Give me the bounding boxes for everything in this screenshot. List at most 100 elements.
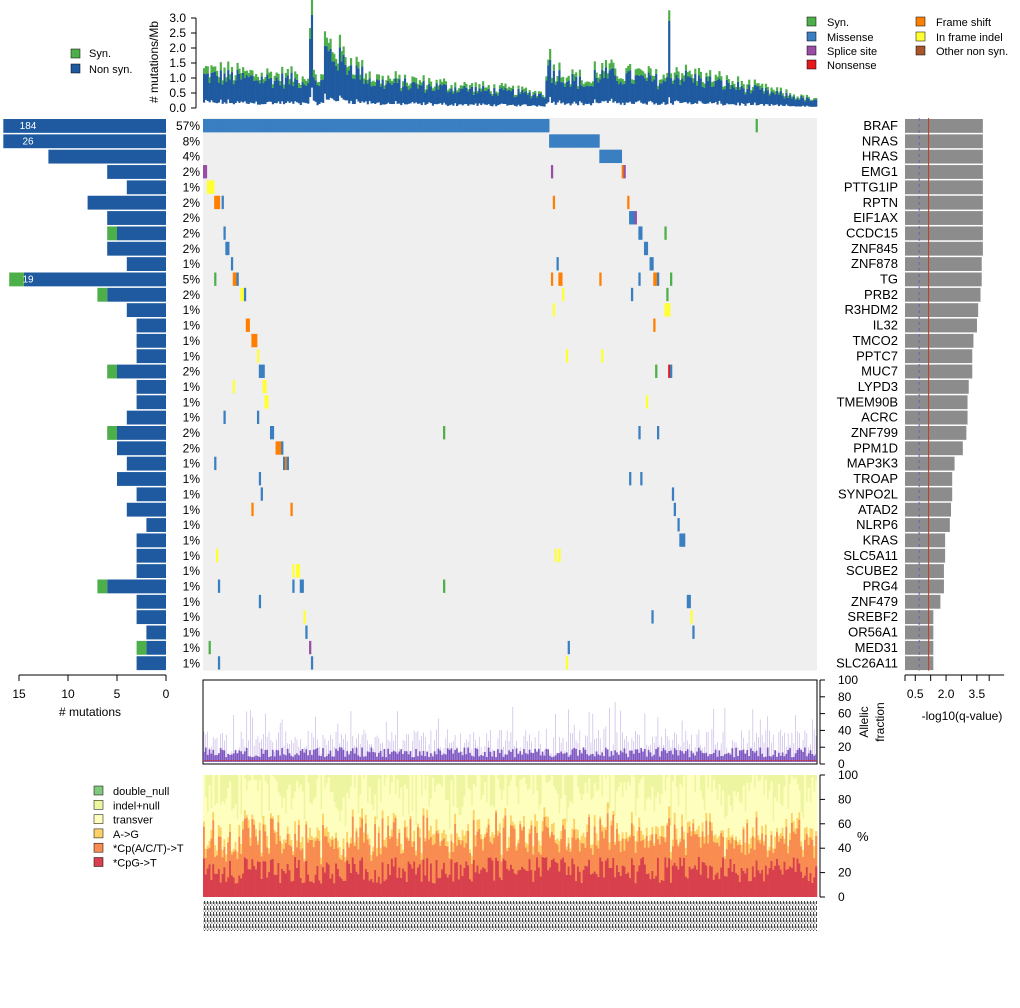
- spectrum-segment: [560, 798, 563, 831]
- spectrum-segment: [348, 843, 351, 848]
- mutation-cell: [558, 548, 561, 563]
- tmb-bar-syn: [671, 80, 675, 84]
- spectrum-segment: [750, 837, 753, 849]
- qvalue-bar: [905, 518, 950, 532]
- spectrum-segment: [718, 846, 721, 880]
- spectrum-segment: [686, 775, 689, 822]
- qvalue-axis-label: -log10(q-value): [922, 709, 1003, 723]
- spectrum-segment: [441, 869, 444, 897]
- spectrum-segment: [593, 815, 596, 827]
- spectrum-segment: [483, 837, 487, 869]
- spectrum-segment: [510, 825, 513, 865]
- tmb-tick-label: 1.5: [169, 56, 186, 70]
- spectrum-segment: [800, 846, 803, 872]
- spectrum-segment: [363, 778, 366, 833]
- tmb-bar-nonsyn: [363, 83, 366, 103]
- spectrum-segment: [243, 778, 247, 810]
- mutation-cell: [632, 211, 636, 225]
- tmb-bar-syn: [630, 79, 634, 84]
- tmb-bar-nonsyn: [718, 78, 721, 101]
- mutation-cell: [305, 119, 308, 133]
- spectrum-segment: [673, 775, 676, 813]
- tmb-bar-nonsyn: [416, 88, 420, 104]
- tmb-bar-nonsyn: [262, 83, 265, 105]
- mutation-cell: [467, 119, 470, 133]
- spectrum-segment: [511, 825, 515, 869]
- spectrum-segment: [575, 880, 578, 897]
- spectrum-segment: [456, 807, 459, 834]
- spectrum-segment: [428, 806, 431, 831]
- mutation-cell: [634, 211, 637, 225]
- tmb-bar-nonsyn: [729, 88, 732, 105]
- spectrum-segment: [279, 796, 282, 836]
- tmb-bar-nonsyn: [346, 74, 349, 101]
- spectrum-segment: [396, 845, 399, 878]
- tmb-bar-syn: [258, 80, 261, 84]
- spectrum-segment: [627, 872, 630, 897]
- tmb-bar-nonsyn: [216, 75, 219, 104]
- tmb-bar-nonsyn: [530, 98, 533, 106]
- tmb-bar-syn: [534, 90, 537, 94]
- mutation-cell: [547, 119, 550, 133]
- spectrum-segment: [212, 820, 215, 865]
- tmb-bar-nonsyn: [498, 88, 501, 105]
- spectrum-segment: [253, 865, 256, 897]
- tmb-bar-nonsyn: [735, 89, 738, 106]
- tmb-bar-syn: [629, 64, 632, 71]
- spectrum-segment: [472, 860, 475, 897]
- spectrum-segment: [407, 814, 410, 839]
- spectrum-segment: [443, 862, 446, 897]
- mutation-cell: [420, 119, 423, 133]
- spectrum-segment: [312, 838, 315, 848]
- mutation-cell: [683, 533, 686, 547]
- spectrum-segment: [524, 870, 528, 897]
- mutation-cell: [601, 349, 604, 363]
- mutation-cell: [595, 134, 598, 148]
- spectrum-segment: [346, 792, 349, 832]
- tmb-bar-syn: [253, 76, 256, 81]
- tmb-bar-syn: [422, 75, 425, 81]
- tmb-bar-syn: [537, 91, 541, 94]
- mutation-cell: [567, 640, 570, 655]
- spectrum-segment: [774, 836, 777, 849]
- spectrum-segment: [403, 820, 407, 828]
- spectrum-legend-label: *CpG->T: [113, 858, 157, 870]
- spectrum-segment: [580, 842, 583, 883]
- mutation-cell: [251, 333, 254, 348]
- tmb-bar-nonsyn: [603, 77, 606, 102]
- tmb-bar-nonsyn: [204, 74, 208, 100]
- spectrum-segment: [696, 869, 699, 897]
- spectrum-segment: [480, 834, 483, 840]
- spectrum-segment: [777, 865, 781, 897]
- spectrum-segment: [413, 830, 416, 842]
- spectrum-segment: [463, 835, 466, 848]
- af-tick-label: 40: [838, 723, 852, 737]
- spectrum-segment: [746, 819, 749, 824]
- spectrum-segment: [379, 847, 382, 855]
- gene-percent: 57%: [176, 119, 200, 133]
- mutation-cell: [454, 119, 457, 133]
- tmb-bar-syn: [374, 81, 377, 86]
- tmb-bar-syn: [781, 93, 784, 96]
- tmb-bar-syn: [299, 84, 302, 88]
- spectrum-segment: [335, 837, 338, 864]
- spectrum-segment: [521, 866, 524, 897]
- spectrum-segment: [312, 799, 315, 839]
- tmb-bar-syn: [496, 92, 500, 96]
- spectrum-segment: [537, 867, 541, 897]
- spectrum-segment: [523, 777, 526, 816]
- mutation-cell: [348, 119, 351, 133]
- tmb-bar-syn: [653, 75, 656, 80]
- spectrum-segment: [772, 852, 775, 870]
- tmb-bar-nonsyn: [253, 80, 256, 104]
- spectrum-segment: [736, 842, 740, 846]
- spectrum-segment: [483, 834, 487, 838]
- tmb-bar-nonsyn: [323, 45, 327, 94]
- spectrum-segment: [273, 874, 276, 897]
- spectrum-segment: [314, 840, 317, 875]
- spectrum-segment: [314, 797, 317, 837]
- spectrum-segment: [463, 867, 466, 897]
- mutation-cell: [262, 119, 265, 133]
- tmb-bar-nonsyn: [534, 93, 537, 106]
- spectrum-segment: [396, 838, 399, 846]
